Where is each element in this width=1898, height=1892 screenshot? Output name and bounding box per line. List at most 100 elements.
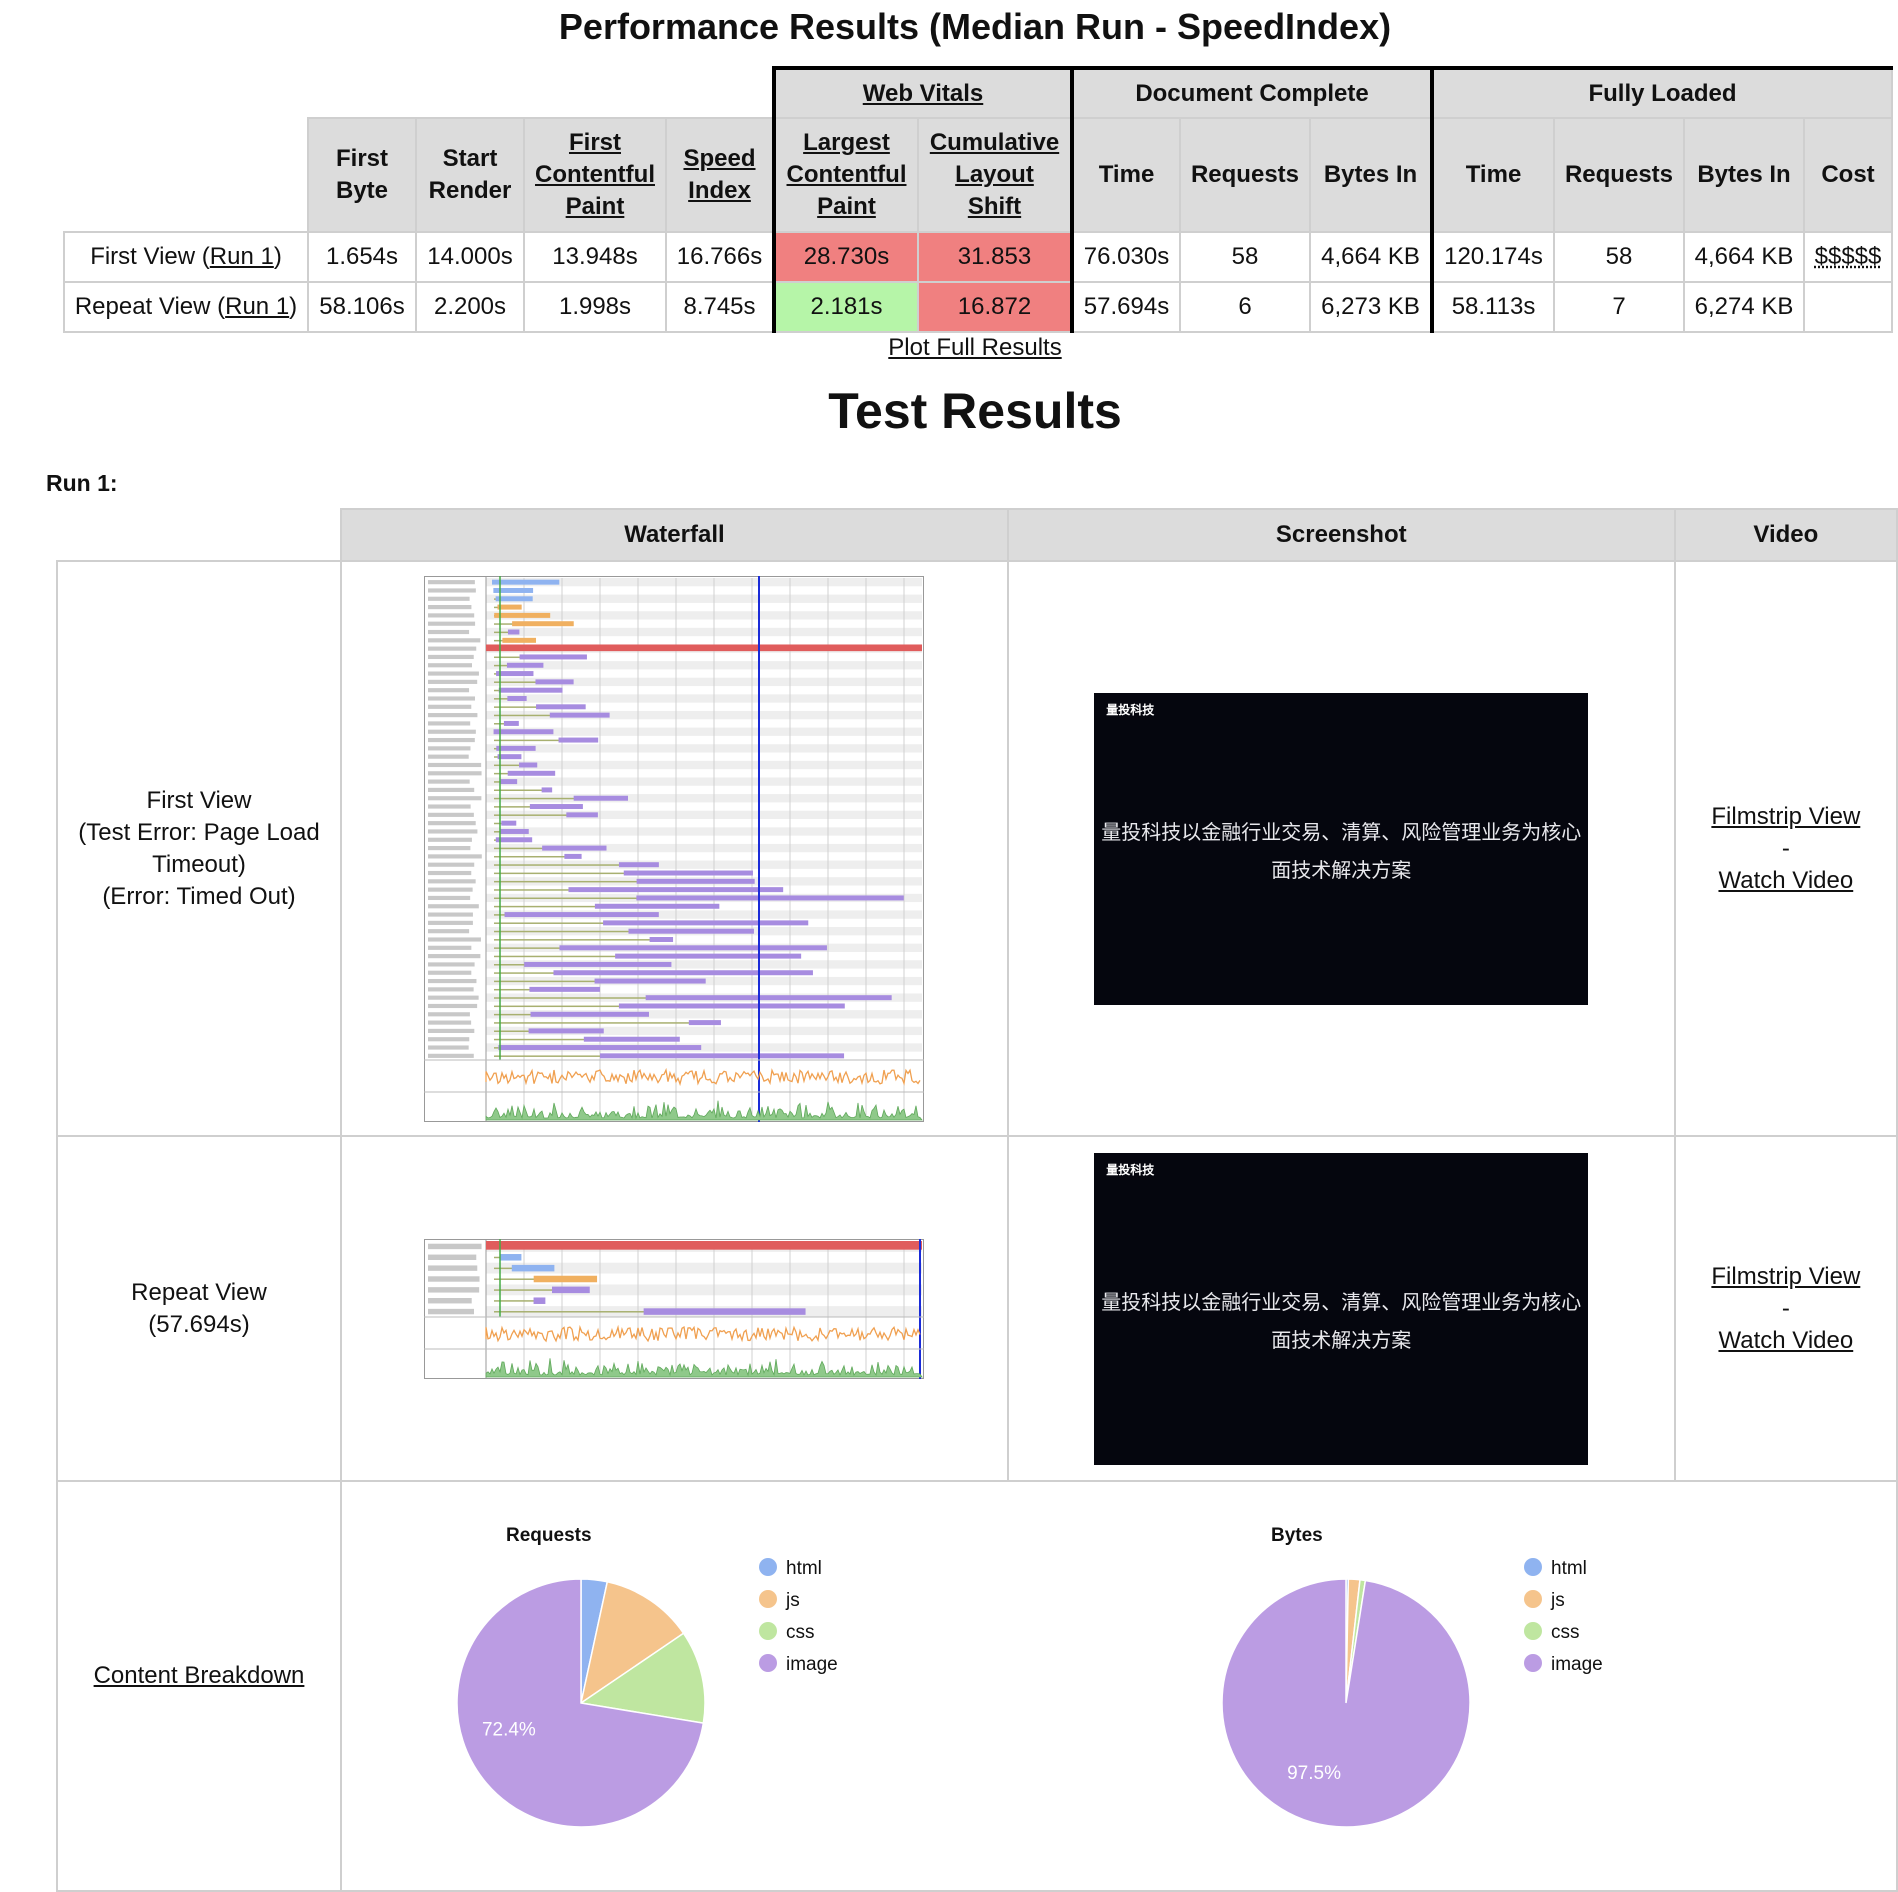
waterfall-bar bbox=[496, 670, 534, 676]
waterfall-url-label bbox=[428, 695, 476, 701]
header-cost: Cost bbox=[1803, 117, 1893, 233]
waterfall-bandwidth-graph bbox=[486, 1357, 924, 1377]
waterfall-wait bbox=[494, 888, 577, 891]
watch-video-link[interactable]: Watch Video bbox=[1718, 866, 1854, 894]
waterfall-bar bbox=[496, 595, 534, 601]
run-link[interactable]: Run 1 bbox=[225, 293, 290, 320]
content-breakdown-label: Content Breakdown bbox=[56, 1480, 342, 1892]
waterfall-url-label bbox=[428, 878, 477, 883]
waterfall-bar bbox=[550, 712, 611, 718]
waterfall-url-label bbox=[428, 862, 475, 867]
waterfall-url-label bbox=[428, 986, 475, 991]
content-breakdown-link[interactable]: Content Breakdown bbox=[93, 1662, 305, 1689]
watch-video-link[interactable]: Watch Video bbox=[1718, 1326, 1854, 1354]
filmstrip-view-link[interactable]: Filmstrip View bbox=[1711, 1262, 1861, 1290]
repeat-view-screenshot-cell: 量投科技 量投科技以金融行业交易、清算、风险管理业务为核心 面技术解决方案 bbox=[1006, 1135, 1676, 1482]
waterfall-bar bbox=[529, 1027, 605, 1033]
waterfall-stripe bbox=[486, 776, 923, 786]
waterfall-bar bbox=[650, 936, 674, 942]
table-row-first-view: First View (Run 1) 1.654s 14.000s 13.948… bbox=[63, 231, 1893, 283]
waterfall-url-label bbox=[428, 1020, 472, 1025]
waterfall-bar bbox=[594, 978, 707, 984]
screenshot-image[interactable]: 量投科技 量投科技以金融行业交易、清算、风险管理业务为核心 面技术解决方案 bbox=[1094, 1152, 1589, 1465]
legend-dot-css bbox=[759, 1622, 777, 1640]
screenshot-image[interactable]: 量投科技 量投科技以金融行业交易、清算、风险管理业务为核心 面技术解决方案 bbox=[1094, 692, 1589, 1005]
waterfall-url-label bbox=[428, 587, 477, 593]
waterfall-url-label bbox=[428, 1264, 478, 1271]
legend-dot-js bbox=[759, 1590, 777, 1608]
header-speed-index[interactable]: Speed Index bbox=[665, 117, 775, 233]
waterfall-url-label bbox=[428, 745, 471, 750]
waterfall-stripe bbox=[486, 693, 923, 703]
plot-full-results-link[interactable]: Plot Full Results bbox=[888, 334, 1062, 361]
waterfall-bar bbox=[584, 1036, 681, 1042]
performance-title: Performance Results (Median Run - SpeedI… bbox=[558, 6, 1392, 47]
dc-requests-value: 6 bbox=[1179, 281, 1311, 333]
waterfall-url-label bbox=[428, 1036, 470, 1041]
waterfall-stripe bbox=[486, 743, 923, 753]
first-byte-value: 1.654s bbox=[307, 231, 417, 283]
waterfall-wait bbox=[494, 739, 567, 741]
waterfall-bar bbox=[530, 803, 584, 809]
header-first-contentful-paint[interactable]: First Contentful Paint bbox=[523, 117, 667, 233]
waterfall-stripe bbox=[486, 826, 923, 836]
waterfall-url-label bbox=[428, 1003, 478, 1008]
waterfall-bar bbox=[498, 1044, 702, 1050]
waterfall-bar bbox=[500, 828, 530, 834]
waterfall-stripe bbox=[486, 660, 923, 669]
header-fl-bytes: Bytes In bbox=[1683, 117, 1805, 233]
waterfall-stripe bbox=[486, 860, 923, 869]
waterfall-wait bbox=[494, 1021, 698, 1024]
results-table: Waterfall Screenshot Video First View (T… bbox=[56, 508, 1898, 1892]
waterfall-wait bbox=[494, 946, 568, 949]
waterfall-url-label bbox=[428, 920, 474, 925]
waterfall-bar bbox=[508, 770, 556, 776]
waterfall-bar bbox=[553, 969, 814, 975]
waterfall-bar bbox=[493, 728, 554, 734]
run-link[interactable]: Run 1 bbox=[209, 243, 274, 270]
waterfall-url-label bbox=[428, 978, 477, 983]
lcp-value: 28.730s bbox=[772, 231, 919, 283]
header-cumulative-layout-shift[interactable]: Cumulative Layout Shift bbox=[917, 117, 1073, 233]
waterfall-wait bbox=[494, 1267, 521, 1269]
fl-bytes-value: 4,664 KB bbox=[1683, 231, 1805, 283]
speed-index-value: 8.745s bbox=[665, 281, 775, 333]
waterfall-url-label bbox=[428, 762, 482, 767]
waterfall-image[interactable] bbox=[424, 1238, 925, 1379]
waterfall-image[interactable] bbox=[424, 575, 925, 1122]
waterfall-stripe bbox=[486, 843, 923, 852]
fcp-value: 13.948s bbox=[523, 231, 667, 283]
legend-label-image: image bbox=[1551, 1654, 1603, 1675]
waterfall-bar bbox=[619, 1002, 846, 1008]
cost-value[interactable]: $$$$$ bbox=[1803, 231, 1893, 283]
waterfall-wait bbox=[494, 705, 545, 708]
waterfall-header: Waterfall bbox=[340, 508, 1009, 562]
waterfall-bar bbox=[564, 853, 583, 859]
fl-time-value: 120.174s bbox=[1430, 231, 1555, 283]
waterfall-url-label bbox=[428, 737, 476, 742]
waterfall-bar bbox=[559, 944, 828, 950]
waterfall-wait bbox=[494, 1054, 609, 1057]
content-breakdown-pies: Requests 72.4% html js css image Bytes 97.5% htm… bbox=[456, 1525, 1603, 1828]
header-largest-contentful-paint[interactable]: Largest Contentful Paint bbox=[772, 117, 919, 233]
run-label: Run 1: bbox=[46, 470, 118, 496]
waterfall-url-label bbox=[428, 679, 478, 684]
waterfall-bar bbox=[504, 911, 660, 917]
group-web-vitals[interactable]: Web Vitals bbox=[772, 66, 1073, 119]
first-byte-value: 58.106s bbox=[307, 281, 417, 333]
waterfall-url-label bbox=[428, 720, 471, 726]
waterfall-wait bbox=[494, 988, 538, 990]
waterfall-wait bbox=[494, 664, 516, 666]
waterfall-wait bbox=[494, 631, 517, 633]
filmstrip-view-link[interactable]: Filmstrip View bbox=[1711, 802, 1861, 830]
waterfall-bar bbox=[644, 1307, 806, 1315]
header-fl-time: Time bbox=[1430, 117, 1555, 233]
fl-bytes-value: 6,274 KB bbox=[1683, 281, 1805, 333]
legend-label-js: js bbox=[1550, 1590, 1565, 1611]
waterfall-url-label bbox=[428, 903, 480, 908]
legend-label-html: html bbox=[1551, 1558, 1587, 1579]
waterfall-url-label bbox=[428, 670, 480, 676]
table-row-repeat-view: Repeat View (Run 1) 58.106s 2.200s 1.998… bbox=[63, 281, 1893, 333]
pie-title: Bytes bbox=[1271, 1525, 1323, 1546]
